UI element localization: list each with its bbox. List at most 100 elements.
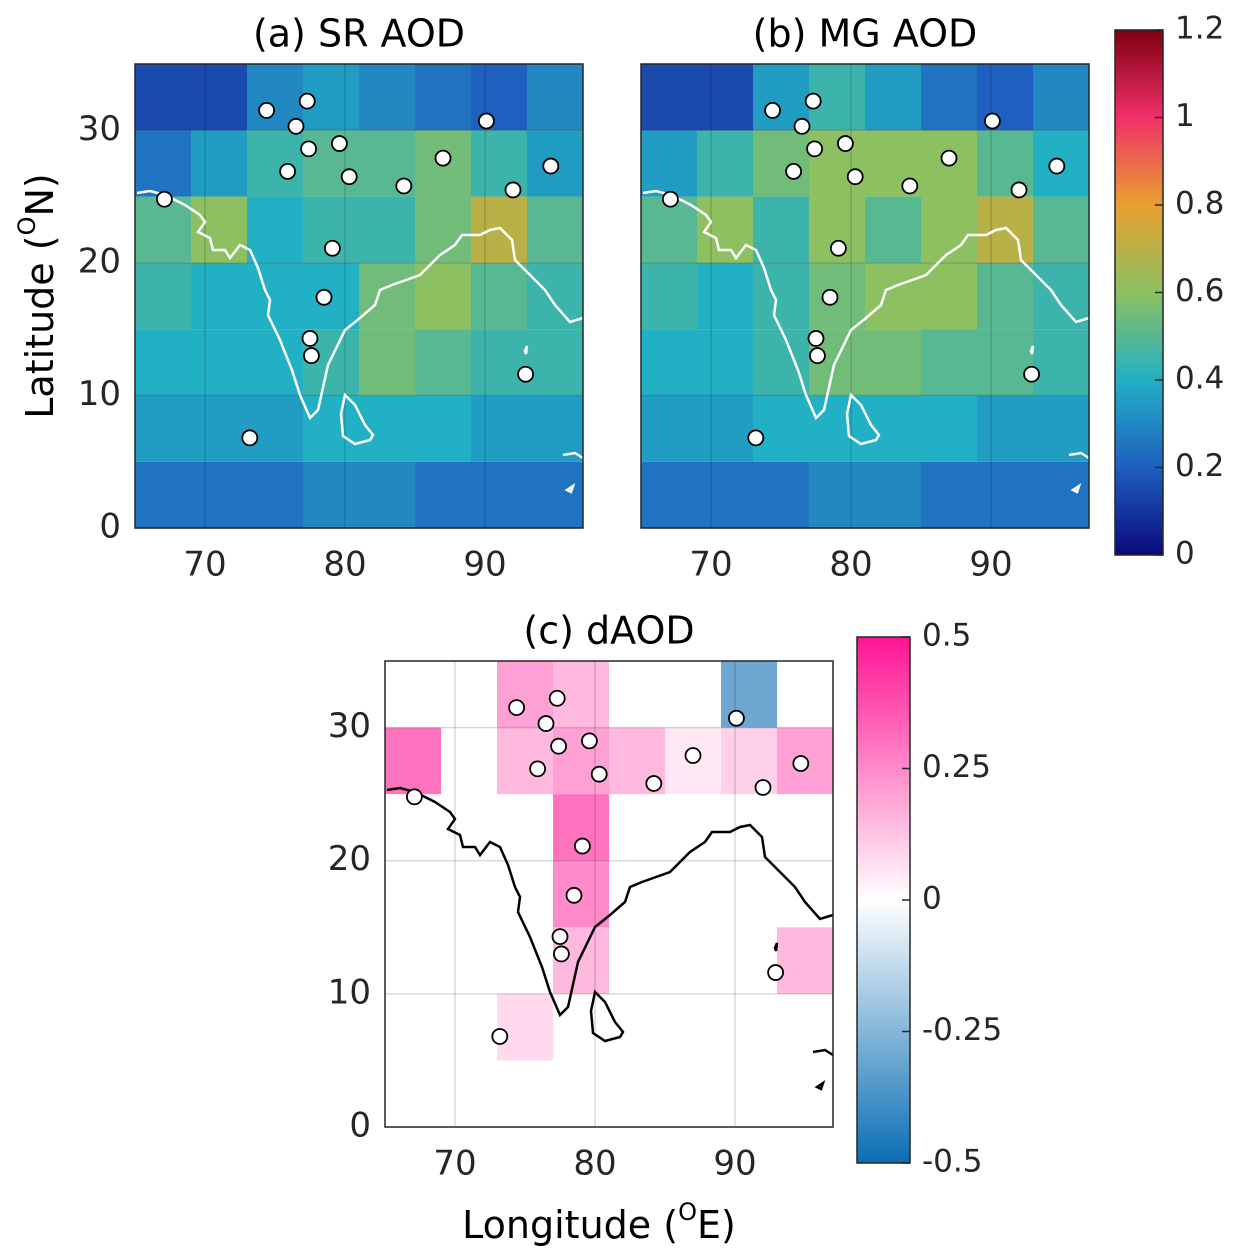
- heat-cell: [415, 395, 471, 462]
- heat-cell: [977, 262, 1033, 330]
- station-marker: [258, 102, 276, 119]
- heat-cell: [641, 130, 697, 197]
- axis-title: Latitude (ON): [13, 173, 62, 418]
- station-marker: [300, 140, 318, 158]
- heat-cell: [527, 329, 583, 396]
- heat-cell: [553, 727, 609, 795]
- heat-cell: [303, 130, 359, 197]
- x-tick-label: 70: [183, 545, 226, 585]
- station-marker: [405, 788, 423, 806]
- heat-cell: [1033, 64, 1089, 131]
- heat-cell: [753, 329, 809, 396]
- heat-cell: [247, 329, 303, 396]
- axis-title-part: Latitude (: [18, 235, 62, 418]
- station-marker: [279, 162, 297, 180]
- heat-cell: [191, 329, 247, 396]
- heat-cell: [471, 262, 527, 330]
- station-marker: [804, 92, 822, 110]
- heat-cell: [191, 130, 247, 197]
- panel-title: (c) dAOD: [523, 609, 694, 653]
- station-marker: [1010, 181, 1028, 199]
- heat-cell: [753, 130, 809, 197]
- heat-cell: [1033, 196, 1089, 263]
- station-marker: [1023, 365, 1040, 383]
- heat-cell: [697, 395, 753, 462]
- heat-cell: [527, 461, 583, 528]
- heat-cell: [415, 262, 471, 330]
- heat-cell: [641, 262, 697, 330]
- station-marker: [340, 168, 358, 186]
- heat-cell: [697, 329, 753, 396]
- station-marker: [837, 135, 854, 152]
- heat-cell: [809, 461, 865, 528]
- station-marker: [574, 837, 591, 855]
- station-marker: [728, 709, 745, 727]
- station-marker: [542, 157, 560, 175]
- heat-cell: [359, 196, 415, 263]
- station-marker: [684, 747, 702, 764]
- heat-cell: [497, 993, 553, 1061]
- station-marker: [330, 135, 348, 152]
- station-marker: [301, 330, 319, 347]
- heat-cell: [527, 64, 583, 131]
- station-marker: [434, 149, 452, 167]
- heat-cell: [777, 927, 833, 994]
- heat-cell: [471, 461, 527, 528]
- heat-cell: [471, 395, 527, 462]
- heat-cell: [135, 395, 191, 462]
- colorbar-tick-label: 0.5: [922, 618, 971, 654]
- heat-cell: [247, 262, 303, 330]
- station-marker: [767, 964, 784, 981]
- station-marker: [491, 1028, 509, 1045]
- station-marker: [754, 779, 772, 796]
- station-marker: [551, 928, 569, 946]
- y-tick-label: 10: [78, 374, 121, 414]
- axis-title-part: Longitude (: [462, 1203, 678, 1247]
- axis-title-part: N): [18, 173, 62, 216]
- heat-cell: [135, 130, 191, 197]
- x-tick-label: 90: [969, 545, 1012, 585]
- y-tick-label: 10: [328, 972, 371, 1012]
- colorbar-tick-label: 0.2: [1175, 448, 1224, 484]
- heat-cell: [921, 262, 977, 330]
- heat-cell: [247, 196, 303, 263]
- station-marker: [764, 102, 781, 119]
- y-tick-label: 20: [78, 241, 121, 281]
- heat-cell: [753, 395, 809, 462]
- heat-cell: [977, 395, 1033, 462]
- heat-cell: [641, 395, 697, 462]
- heat-cell: [641, 64, 697, 131]
- plot-frame: [134, 63, 584, 529]
- heat-cell: [1033, 461, 1089, 528]
- heat-cell: [415, 329, 471, 396]
- heat-cell: [1033, 262, 1089, 330]
- heat-cell: [865, 262, 921, 330]
- heat-cell: [921, 461, 977, 528]
- station-marker: [529, 760, 546, 778]
- y-tick-label: 30: [78, 109, 121, 149]
- x-tick-label: 80: [573, 1144, 616, 1184]
- station-marker: [940, 149, 958, 167]
- station-marker: [302, 347, 320, 365]
- y-tick-label: 0: [99, 507, 121, 547]
- colorbar-tick-label: 0.6: [1175, 273, 1224, 309]
- station-marker: [807, 330, 825, 347]
- station-marker: [792, 755, 810, 772]
- y-tick-label: 0: [349, 1106, 371, 1146]
- heat-cell: [921, 64, 977, 131]
- station-marker: [395, 177, 413, 195]
- heat-cell: [359, 329, 415, 396]
- station-marker: [645, 775, 663, 792]
- x-tick-label: 80: [829, 545, 872, 585]
- station-marker: [508, 699, 525, 716]
- heat-cell: [135, 262, 191, 330]
- station-marker: [809, 347, 826, 365]
- heat-cell: [359, 64, 415, 131]
- heat-cell: [809, 130, 865, 197]
- station-marker: [537, 715, 555, 732]
- colorbar-tick-label: 0: [1175, 536, 1195, 572]
- colorbar-tick-label: 1.2: [1175, 11, 1224, 47]
- heat-cell: [697, 64, 753, 131]
- heat-cell: [303, 461, 359, 528]
